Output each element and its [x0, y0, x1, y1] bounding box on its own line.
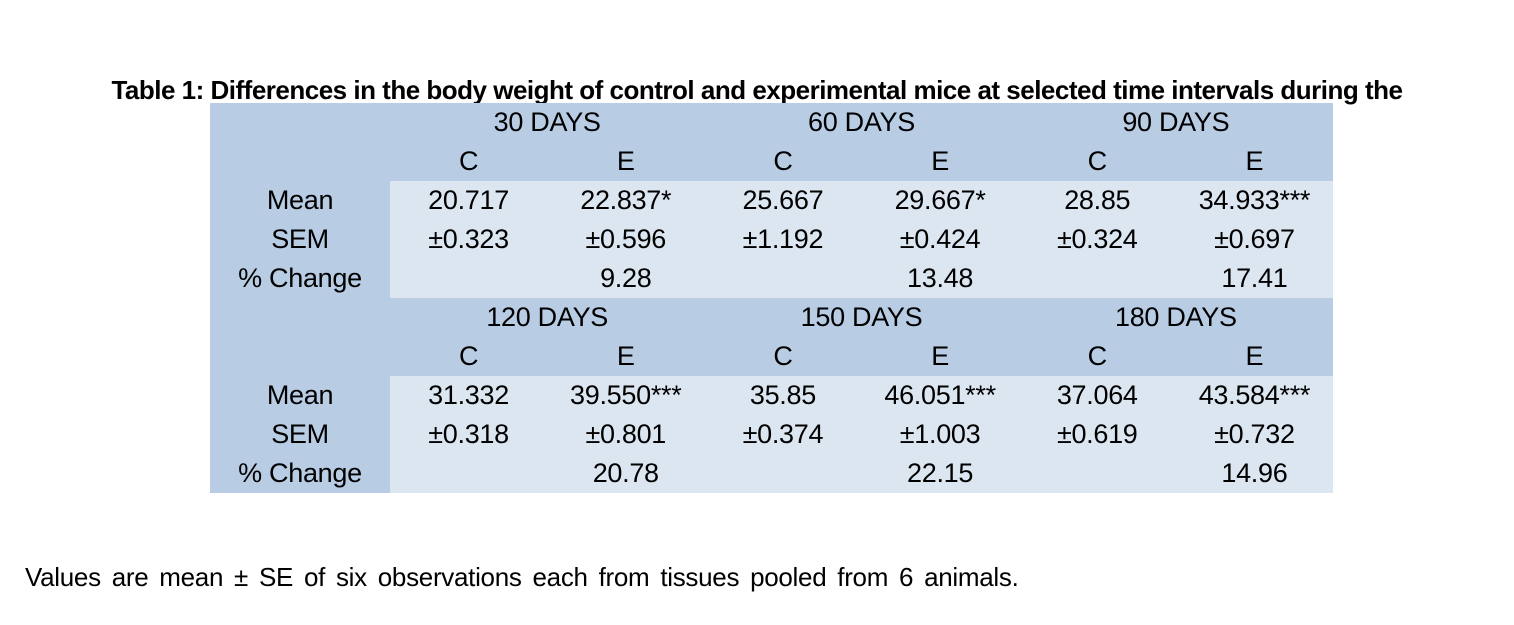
col-label-e-90: E — [1175, 142, 1333, 181]
col-label-e-180: E — [1175, 337, 1333, 376]
corner-cell — [210, 298, 390, 337]
mean-120-e: 39.550*** — [547, 376, 705, 415]
mean-150-e: 46.051*** — [861, 376, 1019, 415]
title-line-1: Table 1: Differences in the body weight … — [111, 75, 1403, 105]
body-weight-table: 30 DAYS 60 DAYS 90 DAYS C E C E C E Mean… — [210, 103, 1333, 493]
pct-change-180: 14.96 — [1175, 454, 1333, 493]
sem-30-e: ±0.596 — [547, 220, 705, 259]
header-120-days: 120 DAYS — [390, 298, 705, 337]
pct-change-150: 22.15 — [861, 454, 1019, 493]
col-label-e-120: E — [547, 337, 705, 376]
row-label-mean: Mean — [210, 181, 390, 220]
row-label-pct-change: % Change — [210, 259, 390, 298]
corner-cell — [210, 337, 390, 376]
pct-150-spacer — [704, 454, 862, 493]
col-label-e-30: E — [547, 142, 705, 181]
col-label-c-180: C — [1018, 337, 1176, 376]
pct-change-90: 17.41 — [1175, 259, 1333, 298]
sem-90-c: ±0.324 — [1018, 220, 1176, 259]
sem-180-c: ±0.619 — [1018, 415, 1176, 454]
col-label-c-30: C — [390, 142, 548, 181]
sem-30-c: ±0.323 — [390, 220, 548, 259]
mean-180-e: 43.584*** — [1175, 376, 1333, 415]
mean-180-c: 37.064 — [1018, 376, 1176, 415]
row-label-pct-change: % Change — [210, 454, 390, 493]
pct-30-spacer — [390, 259, 548, 298]
col-label-c-90: C — [1018, 142, 1176, 181]
mean-30-e: 22.837* — [547, 181, 705, 220]
row-label-mean: Mean — [210, 376, 390, 415]
sem-60-c: ±1.192 — [704, 220, 862, 259]
pct-change-120: 20.78 — [547, 454, 705, 493]
header-60-days: 60 DAYS — [704, 103, 1019, 142]
corner-cell — [210, 142, 390, 181]
mean-60-e: 29.667* — [861, 181, 1019, 220]
sem-150-c: ±0.374 — [704, 415, 862, 454]
sem-60-e: ±0.424 — [861, 220, 1019, 259]
col-label-c-60: C — [704, 142, 862, 181]
corner-cell — [210, 103, 390, 142]
col-label-c-120: C — [390, 337, 548, 376]
sem-120-c: ±0.318 — [390, 415, 548, 454]
footnotes: Values are mean ± SE of six observations… — [25, 494, 1485, 625]
col-label-c-150: C — [704, 337, 862, 376]
mean-90-e: 34.933*** — [1175, 181, 1333, 220]
col-label-e-60: E — [861, 142, 1019, 181]
mean-60-c: 25.667 — [704, 181, 862, 220]
header-90-days: 90 DAYS — [1018, 103, 1333, 142]
row-label-sem: SEM — [210, 415, 390, 454]
pct-change-60: 13.48 — [861, 259, 1019, 298]
pct-120-spacer — [390, 454, 548, 493]
sem-150-e: ±1.003 — [861, 415, 1019, 454]
header-180-days: 180 DAYS — [1018, 298, 1333, 337]
mean-90-c: 28.85 — [1018, 181, 1176, 220]
pct-90-spacer — [1018, 259, 1176, 298]
pct-60-spacer — [704, 259, 862, 298]
mean-30-c: 20.717 — [390, 181, 548, 220]
sem-120-e: ±0.801 — [547, 415, 705, 454]
row-label-sem: SEM — [210, 220, 390, 259]
pct-change-30: 9.28 — [547, 259, 705, 298]
sem-90-e: ±0.697 — [1175, 220, 1333, 259]
mean-120-c: 31.332 — [390, 376, 548, 415]
header-30-days: 30 DAYS — [390, 103, 705, 142]
header-150-days: 150 DAYS — [704, 298, 1019, 337]
sem-180-e: ±0.732 — [1175, 415, 1333, 454]
col-label-e-150: E — [861, 337, 1019, 376]
pct-180-spacer — [1018, 454, 1176, 493]
footnote-observations: Values are mean ± SE of six observations… — [25, 562, 1019, 592]
mean-150-c: 35.85 — [704, 376, 862, 415]
